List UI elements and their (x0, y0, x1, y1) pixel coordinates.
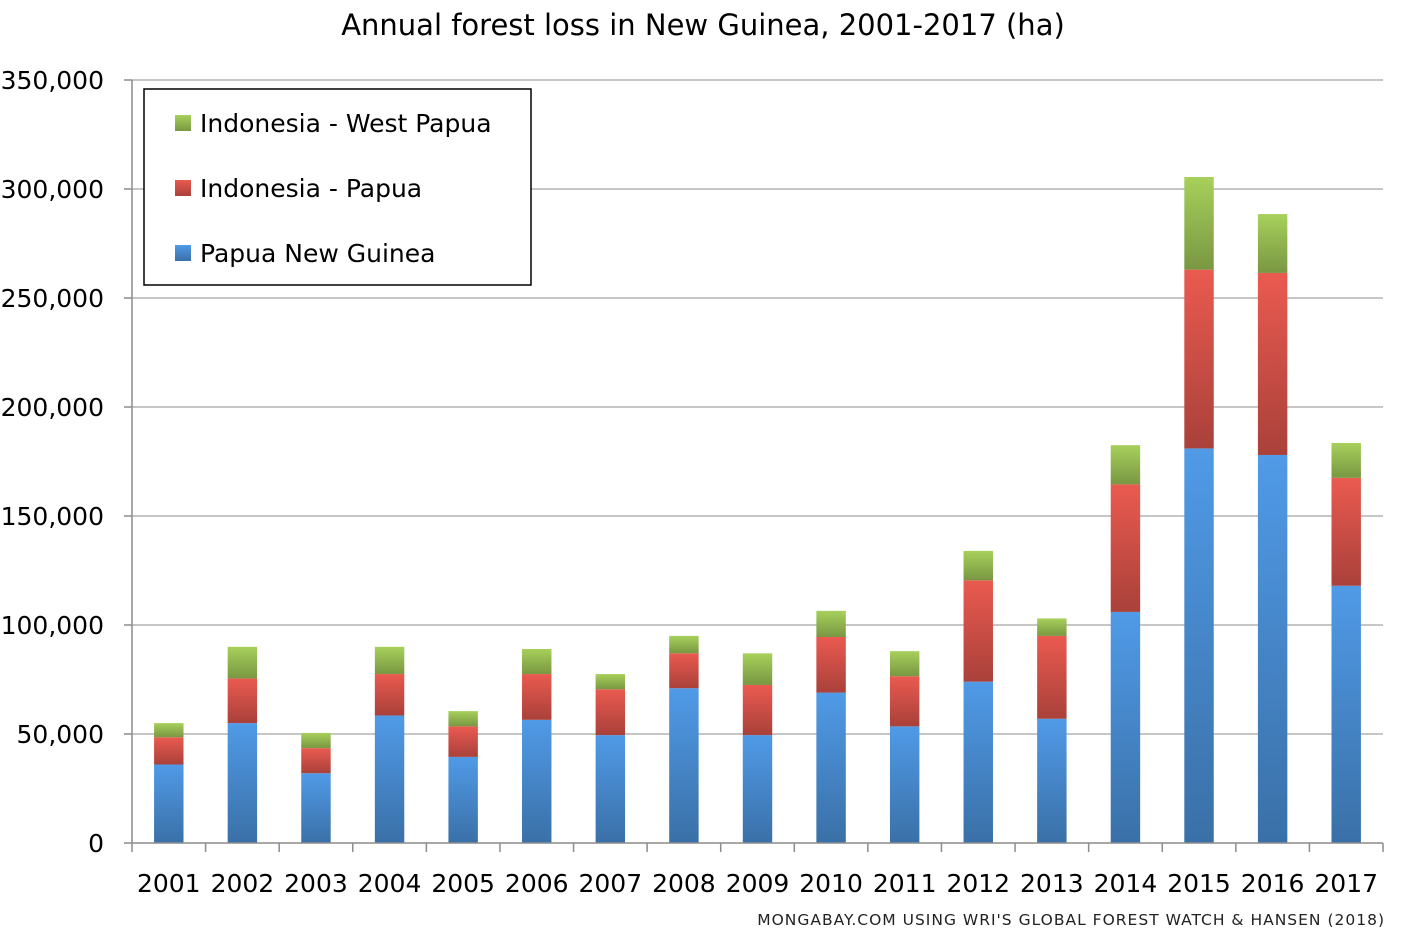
bar-segment-indonesia-papua-2006 (522, 674, 552, 720)
bar-segment-indonesia-papua-2008 (669, 653, 699, 689)
y-tick-label: 250,000 (1, 284, 104, 313)
bar-segment-indonesia-papua-2009 (742, 684, 773, 736)
x-tick-label: 2012 (946, 869, 1010, 898)
bar-segment-indonesia-papua-2017 (1331, 477, 1361, 586)
y-tick-label: 300,000 (1, 175, 104, 204)
bar-segment-papua-new-guinea-2012 (963, 681, 993, 843)
x-tick-label: 2010 (799, 869, 863, 898)
x-tick-label: 2016 (1241, 869, 1305, 898)
x-tick-label: 2003 (284, 869, 348, 898)
bar-series (154, 177, 1361, 843)
x-tick-label: 2017 (1314, 869, 1378, 898)
bar-segment-indonesia-west-papua-2005 (448, 711, 478, 727)
legend-swatch (175, 245, 191, 261)
y-tick-label: 350,000 (1, 66, 104, 95)
bar-segment-papua-new-guinea-2007 (595, 735, 626, 843)
x-tick-label: 2015 (1167, 869, 1231, 898)
x-axis: 2001 2002 2003 2004 2005 2006 2007 2008 2009 2010… (131, 842, 1384, 898)
bar-segment-papua-new-guinea-2013 (1037, 718, 1067, 843)
legend-box (143, 88, 532, 286)
bar-segment-indonesia-west-papua-2007 (595, 674, 626, 690)
bar-segment-papua-new-guinea-2016 (1257, 454, 1288, 843)
x-tick-label: 2007 (579, 869, 643, 898)
chart-title: Annual forest loss in New Guinea, 2001-2… (341, 8, 1065, 42)
y-axis-ticks: 0 50,000 100,000 150,000 200,000 250,000 300,0… (1, 66, 133, 858)
x-tick-label: 2006 (505, 869, 569, 898)
bar-segment-indonesia-papua-2015 (1184, 269, 1214, 449)
x-tick-label: 2002 (211, 869, 275, 898)
x-tick-label: 2005 (431, 869, 495, 898)
bar-segment-indonesia-papua-2005 (448, 726, 478, 757)
bar-segment-papua-new-guinea-2010 (816, 692, 846, 843)
bar-segment-papua-new-guinea-2008 (669, 688, 699, 843)
bar-segment-indonesia-papua-2014 (1110, 484, 1141, 612)
legend-swatch (175, 180, 191, 196)
x-tick-label: 2011 (873, 869, 937, 898)
bar-segment-papua-new-guinea-2002 (227, 723, 258, 843)
bar-segment-indonesia-papua-2003 (301, 748, 331, 774)
legend: Indonesia - West Papua Indonesia - Papua P… (143, 88, 532, 286)
bar-segment-indonesia-west-papua-2014 (1110, 445, 1141, 485)
bar-segment-indonesia-papua-2007 (595, 689, 626, 736)
bar-segment-indonesia-papua-2016 (1257, 272, 1288, 455)
x-tick-label: 2014 (1094, 869, 1158, 898)
bar-segment-indonesia-papua-2013 (1037, 635, 1067, 719)
y-tick-label: 100,000 (1, 611, 104, 640)
source-credit: MONGABAY.COM USING WRI'S GLOBAL FOREST W… (757, 911, 1385, 929)
y-tick-label: 200,000 (1, 393, 104, 422)
bar-segment-indonesia-west-papua-2017 (1331, 442, 1361, 478)
y-tick-label: 50,000 (17, 720, 104, 749)
bar-segment-indonesia-west-papua-2004 (374, 646, 405, 675)
bar-segment-indonesia-papua-2011 (889, 676, 920, 727)
bar-segment-papua-new-guinea-2006 (522, 719, 552, 843)
bar-segment-papua-new-guinea-2011 (889, 726, 920, 843)
y-tick-label: 0 (88, 829, 104, 858)
bar-segment-indonesia-west-papua-2015 (1184, 177, 1214, 270)
bar-segment-indonesia-papua-2012 (963, 580, 993, 682)
bar-segment-indonesia-west-papua-2006 (522, 648, 552, 675)
bar-segment-indonesia-west-papua-2012 (963, 550, 993, 581)
bar-segment-papua-new-guinea-2014 (1110, 611, 1141, 843)
bar-segment-indonesia-west-papua-2013 (1037, 618, 1067, 636)
bar-segment-papua-new-guinea-2017 (1331, 585, 1361, 843)
bar-segment-indonesia-west-papua-2003 (301, 732, 331, 749)
bar-segment-papua-new-guinea-2005 (448, 756, 478, 843)
legend-label: Indonesia - West Papua (200, 109, 492, 138)
bar-segment-indonesia-west-papua-2011 (889, 651, 920, 677)
bar-segment-papua-new-guinea-2009 (742, 735, 773, 843)
legend-label: Papua New Guinea (200, 239, 435, 268)
legend-swatch (175, 115, 191, 131)
bar-segment-papua-new-guinea-2001 (154, 764, 184, 843)
bar-segment-indonesia-papua-2010 (816, 636, 846, 693)
bar-segment-indonesia-west-papua-2002 (227, 646, 258, 679)
bar-segment-indonesia-west-papua-2001 (154, 723, 184, 738)
y-tick-label: 150,000 (1, 502, 104, 531)
bar-segment-indonesia-west-papua-2008 (669, 635, 699, 654)
legend-label: Indonesia - Papua (200, 174, 422, 203)
x-tick-label: 2009 (726, 869, 790, 898)
x-tick-label: 2013 (1020, 869, 1084, 898)
bar-segment-papua-new-guinea-2004 (374, 715, 405, 843)
bar-segment-papua-new-guinea-2015 (1184, 448, 1214, 843)
bar-segment-indonesia-west-papua-2009 (742, 653, 773, 685)
bar-segment-indonesia-west-papua-2010 (816, 610, 846, 637)
x-tick-label: 2001 (137, 869, 201, 898)
bar-segment-papua-new-guinea-2003 (301, 773, 331, 843)
bar-segment-indonesia-papua-2004 (374, 674, 405, 716)
bar-segment-indonesia-west-papua-2016 (1257, 214, 1288, 273)
x-tick-label: 2008 (652, 869, 716, 898)
bar-segment-indonesia-papua-2002 (227, 678, 258, 724)
x-tick-label: 2004 (358, 869, 422, 898)
bar-segment-indonesia-papua-2001 (154, 737, 184, 765)
